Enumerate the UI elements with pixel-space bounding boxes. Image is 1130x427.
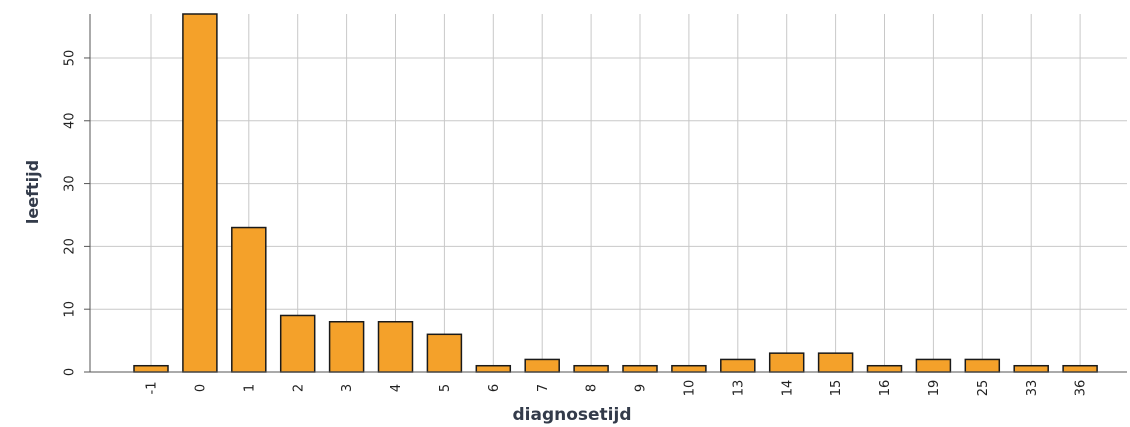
- x-axis-label: diagnosetijd: [512, 405, 631, 425]
- x-tick-label: 13: [731, 380, 746, 397]
- bar-4: [377, 321, 414, 373]
- bar-16: [866, 364, 903, 373]
- x-tick-labels: -1 0 1 2 3 4 5 6 7 8 9 10 13 14 15 16 19 25 33 36: [145, 380, 1089, 397]
- x-tick-label: 2: [291, 384, 306, 392]
- x-tick-label: 3: [340, 384, 355, 392]
- bar-6: [475, 364, 512, 373]
- x-tick-label: 19: [927, 380, 942, 397]
- x-tick-label: 36: [1074, 380, 1089, 397]
- y-tick-labels: 0 10 20 30 40 50: [63, 50, 78, 376]
- bar--1: [133, 364, 169, 373]
- x-tick-label: 10: [682, 380, 697, 397]
- bar-25: [964, 358, 1001, 373]
- bar-9: [622, 364, 658, 373]
- bar-8: [573, 364, 609, 373]
- bar-19: [915, 358, 952, 373]
- bar-36: [1062, 364, 1098, 373]
- x-tick-label: 7: [536, 384, 551, 392]
- x-tick-label: 33: [1025, 380, 1040, 397]
- bar-1: [231, 226, 267, 373]
- x-tick-label: 9: [634, 384, 649, 392]
- y-tick-label: 40: [63, 112, 78, 129]
- bar-3: [328, 321, 365, 373]
- bar-14: [768, 352, 805, 373]
- bar-2: [279, 314, 316, 373]
- grid-lines: [90, 14, 1127, 373]
- x-tick-label: 14: [780, 380, 795, 397]
- bar-15: [817, 352, 854, 373]
- y-tick-label: 50: [63, 50, 78, 67]
- y-tick-label: 30: [63, 175, 78, 192]
- x-tick-label: 8: [585, 384, 600, 392]
- bar-13: [720, 358, 756, 373]
- x-tick-label: 0: [193, 384, 208, 392]
- y-tick-label: 0: [63, 368, 78, 376]
- x-tick-label: 5: [438, 384, 453, 392]
- x-tick-label: 1: [242, 384, 257, 392]
- y-tick-label: 20: [63, 238, 78, 255]
- x-tick-label: 16: [878, 380, 893, 397]
- bars: [133, 13, 1098, 373]
- x-tick-label: 15: [829, 380, 844, 397]
- bar-7: [524, 358, 560, 373]
- bar-0: [182, 13, 218, 373]
- bar-10: [671, 364, 707, 373]
- x-tick-label: 4: [389, 384, 404, 392]
- y-tick-label: 10: [63, 301, 78, 318]
- x-tick-label: 25: [976, 380, 991, 397]
- bar-33: [1013, 364, 1049, 373]
- axes: [84, 14, 1127, 373]
- bar-5: [426, 333, 463, 373]
- x-tick-label: 6: [487, 384, 502, 392]
- y-axis-label: leeftijd: [23, 160, 42, 224]
- x-tick-label: -1: [145, 382, 160, 395]
